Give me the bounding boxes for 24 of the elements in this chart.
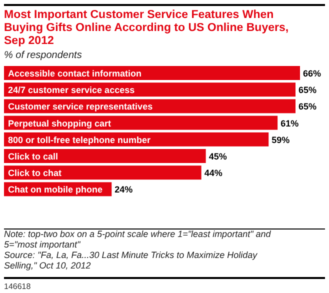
data-label: 45%: [208, 152, 227, 162]
chart-subtitle: % of respondents: [4, 50, 82, 61]
source-note: Source: "Fa, La, Fa...30 Last Minute Tricks to Maximize Holiday Selling," Oct 10, 2012: [4, 250, 258, 270]
y-tick-label: Customer service representatives: [8, 102, 153, 112]
data-label: 65%: [298, 102, 317, 112]
text: Note: top-two box on a 5-point scale where 1="least important" and 5="most important": [4, 229, 272, 250]
bar: [4, 116, 278, 130]
data-label: 65%: [298, 85, 317, 96]
y-tick-label: Accessible contact information: [8, 68, 142, 78]
data-label: 24%: [114, 184, 133, 195]
y-tick-label: 24/7 customer service access: [8, 85, 135, 96]
y-tick-label: Chat on mobile phone: [8, 184, 102, 195]
bar: [4, 149, 206, 163]
data-label: 59%: [272, 134, 290, 145]
y-tick-label: Click to chat: [8, 168, 62, 178]
bar: [4, 166, 202, 180]
y-tick-label: Click to call: [8, 152, 58, 162]
data-label: 44%: [204, 168, 222, 178]
y-tick-label: Perpetual shopping cart: [8, 118, 112, 128]
chart-title: Most Important Customer Service Features When Buying Gifts Online According to US Online Buyers, Sep 2012: [4, 9, 289, 47]
text: 146618: [4, 282, 32, 291]
y-tick-label: 800 or toll-free telephone number: [8, 134, 152, 145]
data-label: 66%: [303, 68, 322, 78]
data-label: 61%: [280, 118, 299, 128]
